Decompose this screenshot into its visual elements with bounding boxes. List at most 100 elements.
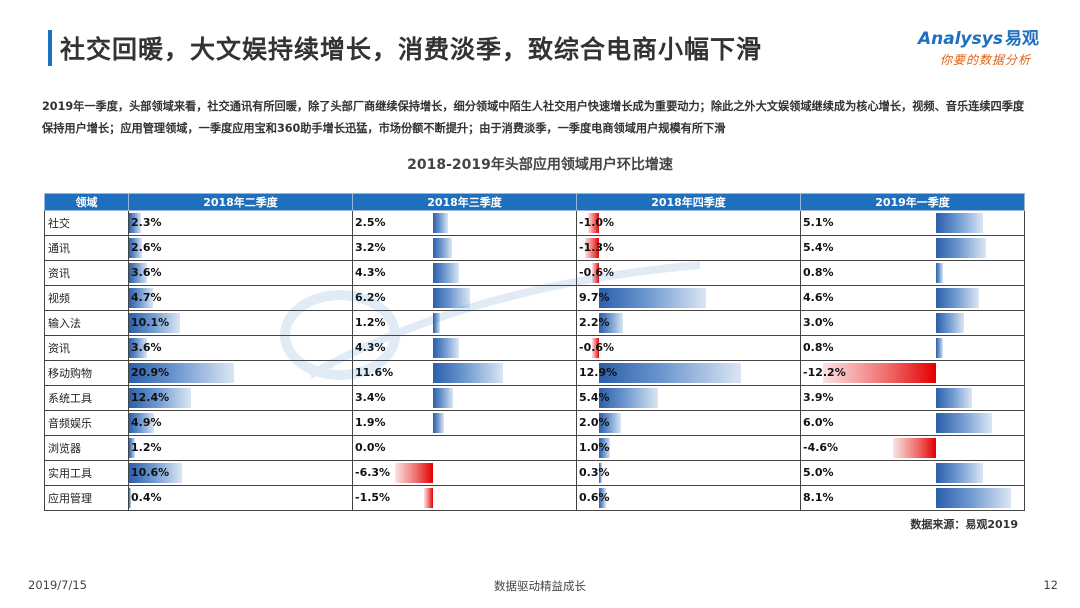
value-label: 4.7% <box>131 291 162 304</box>
value-label: 8.1% <box>803 491 834 504</box>
value-label: 2.3% <box>131 216 162 229</box>
positive-growth-bar <box>129 413 154 433</box>
value-cell-inner: 0.0% <box>353 436 576 460</box>
value-cell: 2.0% <box>576 410 801 436</box>
table-row: 应用管理 0.4% -1.5% 0.6% 8.1% <box>44 485 1025 511</box>
positive-growth-bar <box>936 413 992 433</box>
domain-cell: 资讯 <box>44 335 129 361</box>
value-label: 2.5% <box>355 216 386 229</box>
positive-growth-bar <box>936 288 979 308</box>
value-label: 11.6% <box>355 366 394 379</box>
table-row: 音频娱乐 4.9% 1.9% 2.0% 6.0% <box>44 410 1025 436</box>
value-cell-inner: 0.3% <box>577 461 800 485</box>
value-cell: 4.9% <box>128 410 353 436</box>
value-cell-inner: 12.9% <box>577 361 800 385</box>
value-label: 4.9% <box>131 416 162 429</box>
value-cell: 9.7% <box>576 285 801 311</box>
table-row: 资讯 3.6% 4.3% -0.6% 0.8% <box>44 260 1025 286</box>
value-label: 3.9% <box>803 391 834 404</box>
positive-growth-bar <box>129 438 135 458</box>
value-label: 4.3% <box>355 266 386 279</box>
logo-brand-en: Analysys <box>918 29 1003 49</box>
positive-growth-bar <box>129 238 142 258</box>
positive-growth-bar <box>599 363 741 383</box>
value-cell-inner: 5.0% <box>801 461 1024 485</box>
table-row: 浏览器 1.2% 0.0% 1.0% -4.6% <box>44 435 1025 461</box>
value-label: -1.0% <box>579 216 615 229</box>
positive-growth-bar <box>599 288 706 308</box>
header-2019q1: 2019年一季度 <box>800 193 1025 211</box>
table-row: 资讯 3.6% 4.3% -0.6% 0.8% <box>44 335 1025 361</box>
negative-growth-bar <box>893 438 936 458</box>
positive-growth-bar <box>936 213 984 233</box>
value-cell: 0.6% <box>576 485 801 511</box>
positive-growth-bar <box>129 263 147 283</box>
negative-growth-bar <box>822 363 936 383</box>
value-cell-inner: 4.9% <box>129 411 352 435</box>
positive-growth-bar <box>433 413 445 433</box>
positive-growth-bar <box>599 463 603 483</box>
positive-growth-bar <box>433 363 503 383</box>
value-cell: 12.4% <box>128 385 353 411</box>
value-cell: 3.9% <box>800 385 1025 411</box>
value-label: 0.8% <box>803 266 834 279</box>
value-label: -12.2% <box>803 366 846 379</box>
title-accent-bar <box>48 30 52 66</box>
table-row: 系统工具 12.4% 3.4% 5.4% 3.9% <box>44 385 1025 411</box>
value-cell: 3.0% <box>800 310 1025 336</box>
domain-cell: 系统工具 <box>44 385 129 411</box>
value-cell: -1.0% <box>576 210 801 236</box>
value-cell: -1.3% <box>576 235 801 261</box>
value-label: 12.9% <box>579 366 618 379</box>
value-cell-inner: 5.4% <box>577 386 800 410</box>
value-cell-inner: 0.6% <box>577 486 800 510</box>
value-cell-inner: 3.4% <box>353 386 576 410</box>
table-row: 通讯 2.6% 3.2% -1.3% 5.4% <box>44 235 1025 261</box>
value-cell-inner: -1.0% <box>577 211 800 235</box>
value-cell: -12.2% <box>800 360 1025 386</box>
value-cell: -0.6% <box>576 260 801 286</box>
value-cell: 5.4% <box>576 385 801 411</box>
table-row: 社交 2.3% 2.5% -1.0% 5.1% <box>44 210 1025 236</box>
table-row: 输入法 10.1% 1.2% 2.2% 3.0% <box>44 310 1025 336</box>
value-cell: -4.6% <box>800 435 1025 461</box>
value-label: 6.2% <box>355 291 386 304</box>
value-label: 20.9% <box>131 366 170 379</box>
value-cell: 2.3% <box>128 210 353 236</box>
header-2018q2: 2018年二季度 <box>128 193 353 211</box>
domain-cell: 资讯 <box>44 260 129 286</box>
value-cell-inner: -12.2% <box>801 361 1024 385</box>
value-cell: 0.8% <box>800 335 1025 361</box>
value-label: 0.6% <box>579 491 610 504</box>
positive-growth-bar <box>936 313 964 333</box>
value-cell: 2.5% <box>352 210 577 236</box>
value-label: 3.6% <box>131 266 162 279</box>
header-domain: 领域 <box>44 193 129 211</box>
table-row: 实用工具 10.6% -6.3% 0.3% 5.0% <box>44 460 1025 486</box>
value-cell: 2.2% <box>576 310 801 336</box>
value-label: 10.6% <box>131 466 170 479</box>
value-cell: 6.0% <box>800 410 1025 436</box>
value-cell: 6.2% <box>352 285 577 311</box>
value-label: 5.4% <box>579 391 610 404</box>
value-cell-inner: -0.6% <box>577 261 800 285</box>
value-cell-inner: 10.1% <box>129 311 352 335</box>
value-cell: 4.3% <box>352 335 577 361</box>
value-label: 2.2% <box>579 316 610 329</box>
value-cell: 10.1% <box>128 310 353 336</box>
value-cell-inner: 6.2% <box>353 286 576 310</box>
positive-growth-bar <box>936 238 987 258</box>
domain-cell: 浏览器 <box>44 435 129 461</box>
positive-growth-bar <box>936 463 983 483</box>
value-cell-inner: 3.9% <box>801 386 1024 410</box>
value-cell-inner: 2.6% <box>129 236 352 260</box>
table-row: 移动购物 20.9% 11.6% 12.9% -12.2% <box>44 360 1025 386</box>
domain-cell: 社交 <box>44 210 129 236</box>
value-label: -1.3% <box>579 241 615 254</box>
value-cell: 1.0% <box>576 435 801 461</box>
value-cell: 3.2% <box>352 235 577 261</box>
value-cell-inner: -1.5% <box>353 486 576 510</box>
positive-growth-bar <box>599 438 610 458</box>
summary-text: 2019年一季度，头部领域来看，社交通讯有所回暖，除了头部厂商继续保持增长，细分… <box>42 100 1025 135</box>
value-cell-inner: 3.6% <box>129 261 352 285</box>
